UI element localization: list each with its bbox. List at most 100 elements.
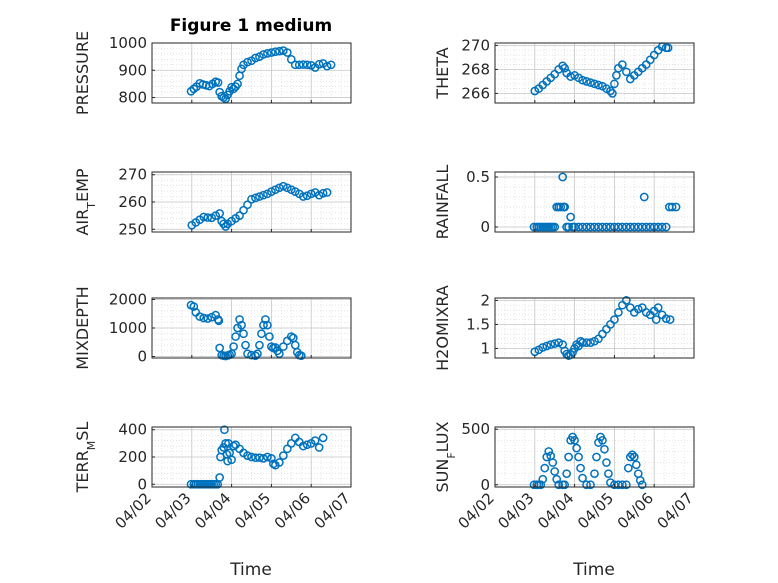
data-point [259, 454, 268, 463]
data-point [621, 67, 631, 77]
data-point [641, 222, 651, 232]
data-point [610, 315, 619, 324]
data-point [255, 453, 264, 463]
data-point [618, 480, 627, 490]
data-point [594, 222, 603, 232]
data-point [598, 222, 607, 232]
data-point [653, 303, 663, 312]
data-point [614, 222, 623, 232]
data-point [538, 343, 548, 352]
data-point [566, 72, 575, 81]
subplot-1: 800 900 1000 PRESSURE [73, 31, 352, 115]
data-point [239, 329, 248, 339]
data-point [661, 222, 671, 232]
data-point [639, 192, 649, 202]
data-point [314, 59, 324, 69]
axes-box [494, 42, 695, 104]
data-point [661, 314, 671, 323]
data-point [538, 474, 548, 484]
data-point [582, 222, 591, 232]
data-point [286, 332, 296, 341]
data-point [265, 332, 274, 341]
data-point [241, 340, 250, 350]
data-point [214, 316, 224, 326]
data-point [302, 60, 312, 70]
data-point [286, 439, 296, 448]
axes-box [494, 297, 695, 359]
data-point [302, 440, 312, 450]
y-tick-label: 800 [118, 89, 147, 107]
data-point [215, 87, 225, 97]
data-point [314, 443, 324, 452]
data-point [582, 338, 591, 347]
scatter-series [530, 42, 673, 98]
y-tick-label: 1000 [109, 34, 147, 52]
data-point [263, 49, 272, 58]
data-point [259, 190, 268, 200]
y-tick-label: 2000 [109, 290, 147, 308]
data-point [243, 57, 252, 67]
data-point [318, 188, 328, 198]
data-point [235, 211, 244, 220]
subplot-3: 250 260 270 AIRTEMP [73, 166, 352, 238]
data-point [578, 75, 587, 85]
data-point [275, 46, 284, 56]
data-point [608, 89, 617, 98]
data-point [592, 452, 601, 462]
data-point [637, 222, 647, 232]
y-axis-label: MIXDEPTH [73, 286, 92, 369]
data-point [621, 222, 631, 232]
data-point [542, 341, 552, 351]
data-point [576, 463, 585, 473]
data-point [582, 480, 591, 490]
data-point [663, 43, 673, 53]
data-point [322, 61, 332, 71]
data-point [269, 459, 278, 469]
data-point [247, 350, 256, 360]
data-point [558, 172, 568, 182]
y-tick-label: 200 [118, 448, 147, 466]
y-tick-label: 270 [118, 166, 147, 184]
data-point [296, 351, 306, 361]
data-point [231, 332, 240, 341]
data-point [213, 78, 223, 87]
data-point [540, 463, 550, 473]
data-point [633, 222, 643, 232]
data-point [586, 338, 595, 347]
data-point [546, 340, 556, 349]
data-point [562, 469, 571, 479]
data-point [614, 308, 623, 317]
data-point [255, 340, 264, 350]
data-point [235, 315, 244, 324]
data-point [243, 451, 252, 460]
data-point [318, 433, 328, 443]
data-point [590, 222, 599, 232]
y-axis-label: PRESSURE [73, 31, 92, 115]
y-tick-label: 0 [480, 218, 490, 236]
data-point [586, 480, 595, 490]
data-point [251, 193, 260, 203]
data-point [560, 480, 570, 490]
data-point [564, 222, 573, 232]
data-point [275, 458, 284, 467]
data-point [578, 473, 587, 483]
data-point [629, 222, 639, 232]
data-point [600, 444, 609, 454]
data-point [203, 314, 213, 323]
data-point [667, 202, 677, 212]
data-point [653, 222, 663, 232]
data-point [598, 435, 607, 445]
data-point [606, 222, 615, 232]
data-point [631, 460, 641, 470]
y-tick-label: 0 [137, 348, 147, 366]
data-point [536, 480, 546, 490]
data-point [544, 447, 554, 456]
y-axis-label: AIRTEMP [73, 168, 98, 235]
data-point [610, 79, 619, 89]
data-point [278, 451, 288, 460]
data-point [263, 320, 272, 330]
data-point [618, 60, 627, 69]
data-point [550, 467, 560, 476]
data-point [326, 60, 336, 70]
